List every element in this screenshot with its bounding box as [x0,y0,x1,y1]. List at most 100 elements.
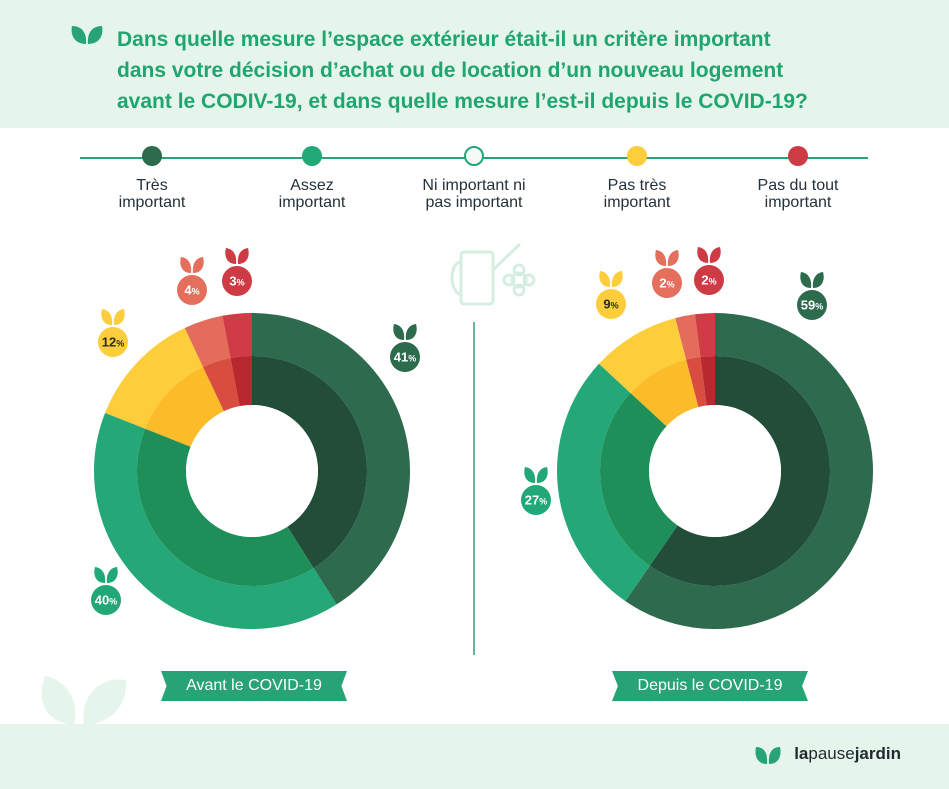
slice-outer [625,313,873,629]
slice-inner [136,428,314,586]
data-label: 9% [596,271,626,319]
data-label: 40% [91,567,121,615]
sprout-icon [225,248,237,264]
legend-item-tres-important: Très important [72,146,232,211]
legend-item-ni-important: Ni important ni pas important [394,146,554,211]
leaf-icon [71,26,103,44]
brand-logo: lapausejardin [794,744,901,763]
label-value: 2% [659,276,674,291]
slice-inner [649,356,831,586]
data-label: 4% [177,257,207,305]
legend-item-assez-important: Assez important [232,146,392,211]
sprout-icon [524,467,536,483]
legend-item-pas-tres-important: Pas très important [557,146,717,211]
sprout-icon [655,250,667,266]
sprout-icon [536,467,548,483]
leaf-icon [41,676,127,725]
slice-inner [145,366,224,447]
page-title: Dans quelle mesure l’espace extérieur ét… [117,24,917,117]
header-band [0,0,949,128]
slice-inner [700,356,715,406]
label-value: 2% [701,273,716,288]
slice-inner [600,392,678,566]
slice-outer [252,313,411,605]
label-circle [694,265,724,295]
legend-dot [142,146,162,166]
label-value: 3% [229,274,244,289]
data-label: 12% [98,309,128,357]
watering-can-icon [450,242,536,306]
sprout-icon [812,272,824,288]
data-label: 2% [694,247,724,295]
sprout-icon [405,324,417,340]
slice-inner [686,356,707,408]
legend-label: Pas très important [603,177,671,211]
sprout-icon [237,248,249,264]
data-label: 3% [222,248,252,296]
legend-label: Pas du tout important [757,177,839,211]
sprout-icon [697,247,709,263]
legend-dot [464,146,484,166]
sprout-icon [611,271,623,287]
legend-label: Très important [118,177,186,211]
label-circle [521,485,551,515]
slice-inner [630,359,699,427]
label-value: 12% [102,335,124,350]
data-label: 2% [652,250,682,298]
slice-inner [230,356,252,407]
label-circle [177,275,207,305]
sprout-icon [393,324,405,340]
sprout-icon [667,250,679,266]
donut-hole [649,405,781,537]
sprout-icon [113,309,125,325]
slice-outer [222,313,252,359]
sprout-icon [180,257,192,273]
sprout-icon [709,247,721,263]
label-circle [390,342,420,372]
label-value: 41% [394,350,416,365]
sprout-icon [192,257,204,273]
legend-label: Assez important [278,177,346,211]
data-label: 27% [521,467,551,515]
donut-hole [186,405,318,537]
label-circle [91,585,121,615]
label-value: 59% [801,298,823,313]
slice-outer [105,328,204,429]
data-label: 41% [390,324,420,372]
slice-outer [694,313,715,357]
label-value: 9% [603,297,618,312]
sprout-icon [599,271,611,287]
legend-item-pas-du-tout-important: Pas du tout important [718,146,878,211]
label-circle [652,268,682,298]
footer-band [0,724,949,789]
legend-dot [302,146,322,166]
sprout-icon [106,567,118,583]
legend-dot [627,146,647,166]
sprout-icon [800,272,812,288]
sprout-icon [101,309,113,325]
label-circle [797,290,827,320]
title-line-2: dans votre décision d’achat ou de locati… [117,59,784,82]
data-label: 59% [797,272,827,320]
legend-dot [788,146,808,166]
label-value: 40% [95,593,117,608]
donut-avant: 41% 40% 12% 4% 3% [91,248,420,629]
title-line-1: Dans quelle mesure l’espace extérieur ét… [117,28,771,51]
label-circle [596,289,626,319]
slice-inner [252,356,367,569]
title-line-3: avant le CODIV-19, et dans quelle mesure… [117,90,808,113]
label-value: 27% [525,493,547,508]
slice-outer [184,315,231,367]
slice-inner [203,358,240,412]
label-circle [222,266,252,296]
legend-label: Ni important ni pas important [422,177,526,211]
sprout-icon [94,567,106,583]
label-value: 4% [184,283,199,298]
slice-outer [556,363,650,602]
slice-outer [675,314,701,360]
slice-outer [94,412,337,629]
label-circle [98,327,128,357]
chart-title-avant: Avant le COVID-19 [161,671,347,701]
slice-outer [598,318,687,393]
